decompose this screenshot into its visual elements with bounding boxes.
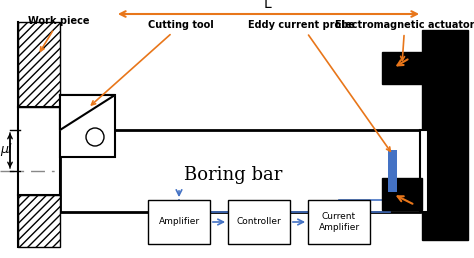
Polygon shape	[60, 95, 115, 130]
Bar	[60, 130, 420, 212]
Text: Cutting tool: Cutting tool	[91, 20, 214, 105]
Bar	[420, 130, 428, 212]
Text: μl: μl	[0, 143, 12, 157]
Text: Boring bar: Boring bar	[183, 166, 282, 184]
Text: Eddy current probe: Eddy current probe	[248, 20, 390, 151]
Bar	[148, 200, 210, 244]
Bar	[18, 22, 60, 107]
Bar	[388, 150, 397, 192]
Bar	[308, 200, 370, 244]
Text: Amplifier: Amplifier	[158, 217, 200, 227]
Text: Controller: Controller	[237, 217, 282, 227]
Text: Current
Amplifier: Current Amplifier	[319, 212, 360, 232]
Text: Electromagnetic actuator: Electromagnetic actuator	[335, 20, 474, 60]
Bar	[382, 52, 422, 84]
Bar	[422, 30, 468, 240]
Bar	[18, 195, 60, 247]
Bar	[228, 200, 290, 244]
Bar	[60, 95, 115, 157]
Text: Work piece: Work piece	[28, 16, 90, 51]
Text: L: L	[264, 0, 272, 11]
Circle shape	[86, 128, 104, 146]
Bar	[382, 178, 422, 210]
